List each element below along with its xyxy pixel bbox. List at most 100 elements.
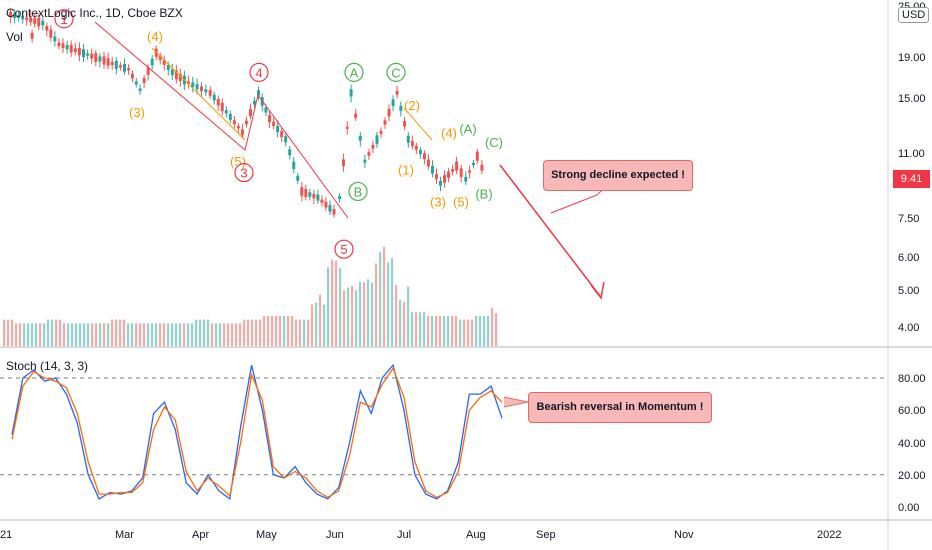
candle-body [232,120,236,124]
volume-bar [427,315,430,346]
candle-body [395,90,399,95]
candle-body [387,108,391,117]
candle-body [166,64,170,70]
price-tick-label: 6.00 [898,252,919,264]
wave-label: (3) [129,105,145,120]
candle-body [406,135,410,143]
candle-body [106,58,110,66]
price-tick-label: 15.00 [898,93,926,105]
symbol-title[interactable]: ContextLogic Inc., 1D, Cboe BZX [6,6,183,20]
candle-body [379,130,383,134]
volume-bar [323,304,326,346]
volume-bar [375,263,378,346]
volume-bar [491,308,494,346]
candle-body [41,20,45,26]
candle-body [236,126,240,129]
candle-body [53,36,57,42]
candle-body [455,161,459,171]
volume-bar [391,258,394,346]
volume-indicator-label[interactable]: Vol [6,30,23,44]
candle-body [443,175,447,183]
candle-body [57,42,61,47]
candle-body [332,209,336,215]
volume-bar [467,319,470,346]
candle-body [142,78,146,83]
volume-bar [79,323,82,346]
volume-bar [131,323,134,346]
volume-bar [367,279,370,346]
candle-body [383,120,387,125]
volume-bar [459,319,462,346]
volume-bar [303,319,306,346]
volume-bar [335,260,338,346]
candle-body [471,162,475,165]
volume-bar [463,319,466,346]
currency-selector[interactable]: USD [898,7,930,23]
candle-body [280,131,284,138]
candle-body [127,68,131,71]
candle-body [65,45,69,50]
decline-callout[interactable]: Strong decline expected ! [543,160,693,191]
candle-body [170,69,174,76]
candle-body [418,149,422,155]
volume-bar [419,312,422,346]
candle-body [204,89,208,93]
candle-body [426,159,430,167]
candle-body [439,180,442,186]
volume-bar [287,315,290,346]
volume-bar [27,323,30,346]
volume-bar [59,319,62,346]
candle-body [224,110,228,114]
candle-body [146,67,150,75]
volume-bar [251,319,254,346]
candle-body [191,82,195,88]
volume-bar [339,267,342,346]
volume-bars [3,246,498,346]
time-tick-label: Sep [536,529,556,541]
candle-body [186,81,190,84]
volume-bar [127,323,130,346]
candle-body [434,174,438,179]
volume-bar [431,315,434,346]
candle-body [363,159,367,163]
time-tick-label: 2022 [817,529,841,541]
candle-body [312,193,316,199]
stoch-tick-label: 80.00 [898,373,926,385]
price-tick-label: 7.50 [898,213,919,225]
candle-body [252,100,256,105]
volume-bar [319,294,322,346]
candle-body [399,105,403,111]
time-tick-label: 21 [0,529,12,541]
momentum-callout[interactable]: Bearish reversal in Momentum ! [528,392,712,423]
volume-bar [179,323,182,346]
candle-body [391,99,395,107]
candle-body [30,32,34,39]
volume-bar [67,323,70,346]
candle-body [268,115,272,123]
volume-bar [43,323,46,346]
candle-body [308,192,312,197]
axes: 25.0019.0015.0011.007.506.005.004.0080.0… [0,1,926,541]
volume-bar [411,312,414,346]
time-tick-label: Jul [397,529,411,541]
volume-bar [75,323,78,346]
volume-bar [11,319,14,346]
wave-label: (5) [230,154,246,169]
volume-bar [199,319,202,346]
volume-bar [227,323,230,346]
candle-body [304,188,308,198]
volume-bar [315,302,318,346]
candle-body [324,201,328,208]
candle-body [228,113,232,120]
candle-body [123,63,126,72]
volume-bar [383,246,386,346]
candle-body [90,53,94,59]
volume-bar [395,285,398,346]
volume-bar [87,323,90,346]
stoch-indicator-label[interactable]: Stoch (14, 3, 3) [6,359,89,373]
candle-body [349,89,353,97]
candle-body [158,55,162,60]
candle-body [49,29,53,38]
wave-label: (5) [453,195,469,210]
